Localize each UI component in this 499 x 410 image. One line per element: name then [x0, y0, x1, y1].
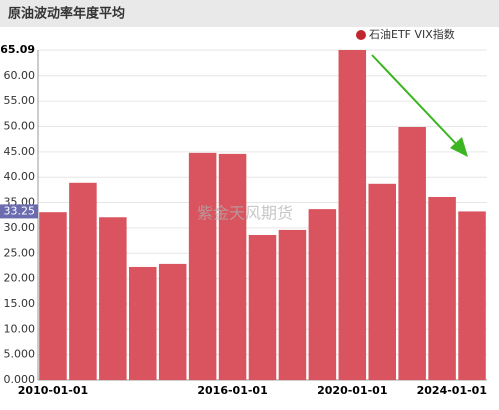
bar [458, 211, 486, 380]
y-tick-label: 45.00 [4, 145, 36, 158]
y-tick-label: 25.00 [4, 246, 36, 259]
y-tick-label: 60.00 [4, 69, 36, 82]
title-bar [0, 0, 499, 27]
y-tick-label: 20.00 [4, 272, 36, 285]
bar [428, 196, 456, 380]
bar [99, 217, 127, 380]
bar [39, 212, 67, 380]
chart-title: 原油波动率年度平均 [8, 6, 125, 22]
y-tick-label: 10.00 [4, 322, 36, 335]
y-tick-label: 50.00 [4, 120, 36, 133]
y-tick-label: 65.09 [0, 43, 35, 56]
y-tick-label: 15.00 [4, 297, 36, 310]
bar [398, 127, 426, 380]
y-tick-label: 5.000 [4, 348, 36, 361]
bar [69, 182, 97, 380]
bar [368, 183, 397, 380]
last-value-flag [0, 204, 38, 219]
y-tick-label: 30.00 [4, 221, 36, 234]
bar [158, 263, 187, 380]
x-tick-label: 2020-01-01 [317, 384, 387, 397]
y-tick-label: 0.000 [4, 373, 36, 386]
y-tick-label: 55.00 [4, 94, 36, 107]
legend-label: 石油ETF VIX指数 [369, 27, 455, 41]
x-tick-label: 2024-01-01 [417, 384, 487, 397]
y-tick-label: 40.00 [4, 170, 36, 183]
bar [128, 266, 157, 380]
watermark: 紫金天风期货 [197, 204, 293, 223]
bar [338, 50, 367, 380]
bar [188, 152, 217, 380]
annotation-arrow [371, 54, 468, 157]
x-tick-label: 2010-01-01 [18, 384, 88, 397]
x-tick-label: 2016-01-01 [197, 384, 267, 397]
plot-area: 0.0005.00010.0015.0020.0025.0030.0035.00… [0, 27, 487, 397]
bar [248, 235, 277, 380]
bar [308, 209, 337, 380]
last-value-label: 33.25 [4, 204, 36, 217]
bar [278, 229, 307, 380]
bar [218, 153, 247, 380]
legend-marker [356, 30, 366, 40]
